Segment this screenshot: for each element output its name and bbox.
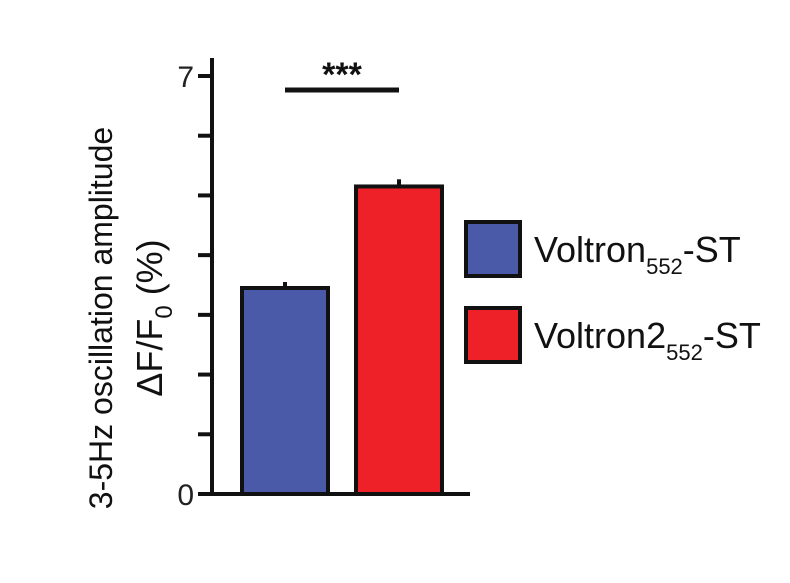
significance-marker: *** [285,56,399,94]
legend-label: Voltron552-ST [534,229,741,279]
legend-entry: Voltron552-ST [464,220,741,279]
legend-label: Voltron2552-ST [534,315,761,365]
y-axis-label-line1: 3-5Hz oscillation amplitude [83,127,119,509]
legend-label-tail: -ST [703,315,761,356]
y-axis-unit-label: ΔF/F0 (%) [129,239,178,396]
y-axis-label-tail: (%) [129,239,170,305]
legend-label-sub: 552 [666,340,703,365]
legend-label-main: Voltron2 [534,315,666,356]
legend-entry: Voltron2552-ST [464,306,761,365]
bar [354,184,444,496]
legend-swatch [464,306,522,364]
y-tick-label: 0 [177,479,194,512]
bars [240,179,444,496]
legend-label-sub: 552 [646,254,683,279]
y-axis-label-line2: ΔF/F0 (%) [129,239,178,396]
y-axis-label: 3-5Hz oscillation amplitude [83,127,119,509]
y-axis-ticks: 70 [177,61,212,512]
y-axis-label-main: ΔF/F [129,319,170,397]
y-axis-label-sub: 0 [151,305,178,318]
y-tick-label: 7 [177,61,194,94]
bar [240,285,330,496]
significance-label: *** [322,56,362,94]
legend-label-tail: -ST [683,229,741,270]
legend-label-main: Voltron [534,229,646,270]
legend-swatch [464,220,522,278]
